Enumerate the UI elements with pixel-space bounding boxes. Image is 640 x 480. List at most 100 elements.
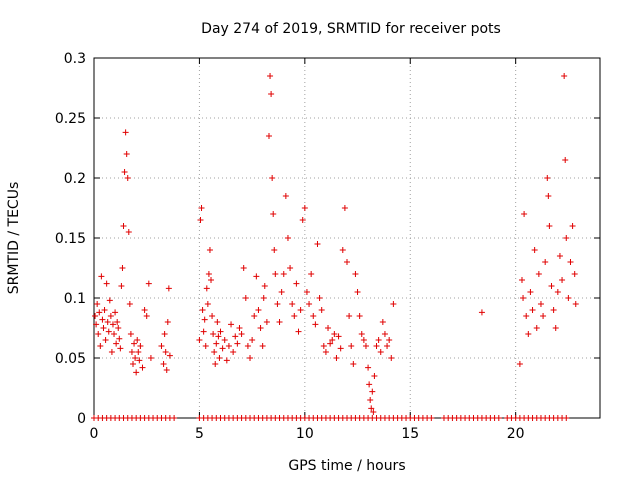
data-point [529, 307, 536, 313]
data-point [212, 361, 219, 367]
data-point [158, 343, 165, 349]
data-point [527, 289, 534, 295]
data-point [267, 73, 274, 79]
data-point [121, 169, 128, 175]
data-point [360, 337, 367, 343]
data-point [96, 309, 103, 316]
data-point [236, 325, 243, 331]
data-point [346, 313, 353, 319]
data-point [113, 340, 120, 347]
data-point [161, 331, 168, 337]
data-point [208, 277, 215, 283]
data-point [228, 321, 235, 328]
data-point [381, 331, 388, 337]
data-point [126, 301, 133, 307]
data-point [145, 280, 152, 287]
data-point [295, 328, 302, 335]
data-point [111, 331, 118, 337]
data-point [316, 295, 323, 301]
data-point [247, 355, 254, 361]
data-point [322, 349, 329, 355]
x-tick-label: 20 [507, 426, 525, 442]
data-point [293, 280, 300, 287]
data-point [238, 331, 245, 337]
data-point [303, 289, 310, 295]
data-point [141, 307, 148, 313]
data-point [310, 313, 317, 319]
data-point [139, 364, 146, 371]
data-point [128, 349, 135, 355]
data-point [291, 313, 298, 319]
data-point [525, 331, 532, 337]
chart-title: Day 274 of 2019, SRMTID for receiver pot… [201, 21, 501, 37]
data-point [196, 337, 203, 343]
data-point-zero [171, 415, 178, 421]
data-point [280, 271, 287, 277]
data-point [390, 301, 397, 307]
data-point [124, 175, 131, 181]
data-point [282, 193, 289, 199]
data-point [320, 343, 327, 349]
data-point [127, 331, 134, 337]
data-point [559, 277, 566, 283]
data-point [230, 349, 237, 355]
data-point [478, 309, 485, 316]
data-point [204, 301, 211, 307]
x-tick-labels: 0 5 10 15 20 [90, 426, 525, 442]
data-point [544, 175, 551, 181]
data-point [552, 325, 559, 331]
data-point [329, 337, 336, 343]
data-point [223, 357, 230, 364]
data-point [569, 223, 576, 229]
data-point [232, 333, 239, 340]
data-point [344, 259, 350, 265]
data-point [358, 331, 365, 337]
y-tick-label: 0.3 [64, 51, 86, 67]
data-point [388, 355, 395, 361]
data-point [325, 325, 332, 331]
data-point [352, 271, 359, 277]
data-point [125, 229, 132, 235]
data-point [202, 343, 209, 349]
data-point [105, 328, 112, 335]
data-point [221, 337, 228, 343]
data-point [197, 217, 204, 223]
data-point [130, 361, 137, 367]
data-point [104, 319, 111, 325]
y-tick-label: 0.15 [55, 231, 86, 247]
data-point [261, 283, 268, 289]
x-tick-label: 5 [195, 426, 204, 442]
data-point [120, 223, 127, 229]
data-point [115, 325, 122, 331]
data-point [103, 280, 110, 287]
data-point [339, 247, 346, 253]
data-point [350, 361, 357, 367]
data-point [335, 333, 342, 340]
data-point [102, 337, 109, 343]
data-point [333, 355, 340, 361]
y-tick-label: 0.25 [55, 111, 86, 127]
data-point [270, 211, 277, 217]
x-tick-label: 10 [296, 426, 314, 442]
y-tick-labels: 0 0.05 0.1 0.15 0.2 0.25 0.3 [55, 51, 86, 427]
data-point [308, 271, 315, 277]
data-point [563, 235, 570, 241]
data-point [531, 247, 538, 253]
data-point [521, 211, 528, 217]
data-point [234, 340, 241, 347]
data-point [203, 285, 210, 292]
data-point [369, 388, 376, 395]
data-point [571, 271, 578, 277]
data-point [225, 343, 232, 349]
data-point [367, 397, 374, 403]
data-point [356, 313, 363, 319]
data-point [109, 321, 116, 328]
y-tick-label: 0 [77, 411, 86, 427]
data-point [546, 223, 553, 229]
data-point [117, 345, 124, 352]
data-point [255, 307, 262, 313]
y-tick-label: 0.1 [64, 291, 86, 307]
data-point [550, 307, 557, 313]
data-point [118, 283, 125, 289]
